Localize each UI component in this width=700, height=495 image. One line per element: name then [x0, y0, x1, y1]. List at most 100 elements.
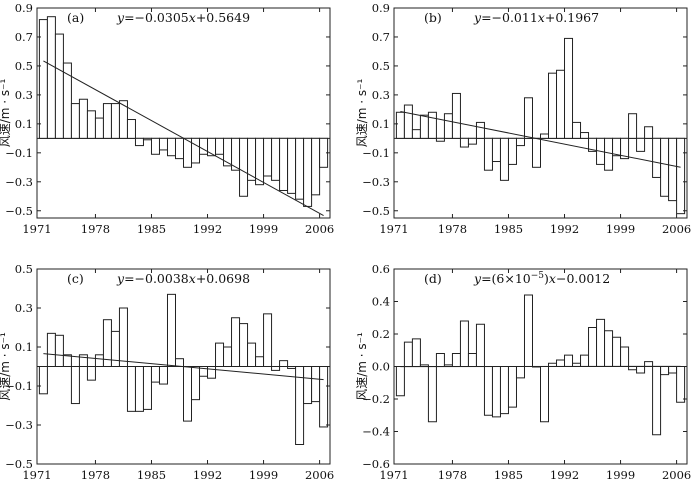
bar-2005 — [311, 366, 321, 403]
x-tick-label: 2006 — [305, 222, 334, 236]
trend-line — [400, 110, 681, 168]
bar-1986 — [515, 137, 525, 147]
y-tick-label: −0.5 — [362, 204, 390, 218]
trend-equation: y=(6×10−5)x−0.0012 — [473, 271, 610, 286]
y-tick-label: 0.2 — [372, 327, 390, 341]
bar-2002 — [644, 126, 654, 139]
bar-1983 — [134, 137, 144, 147]
y-tick-label: −0.3 — [362, 175, 390, 189]
x-tick-label: 1978 — [438, 222, 467, 236]
bar-1972 — [46, 332, 56, 368]
y-tick-label: −0.6 — [362, 457, 390, 471]
bar-1991 — [199, 137, 209, 155]
bar-2005 — [668, 366, 678, 374]
panel-tag: (a) — [67, 10, 84, 25]
bar-1987 — [523, 97, 533, 139]
bar-1972 — [46, 16, 56, 139]
x-tick-label: 1971 — [22, 468, 51, 482]
bar-1971 — [395, 366, 405, 397]
bar-1992 — [207, 366, 217, 379]
bar-2003 — [652, 366, 662, 436]
panel-tag: (d) — [424, 271, 442, 286]
bar-1974 — [419, 114, 429, 139]
bar-1982 — [483, 366, 493, 416]
bar-1984 — [142, 366, 152, 410]
bar-1977 — [443, 113, 453, 139]
x-tick-label: 1971 — [379, 468, 408, 482]
bar-1971 — [395, 111, 405, 139]
bar-1984 — [499, 366, 509, 415]
bar-2003 — [295, 137, 305, 200]
bar-1981 — [475, 121, 485, 139]
x-tick-label: 1978 — [81, 222, 110, 236]
y-tick-label: −0.1 — [362, 146, 390, 160]
y-tick-label: −0.2 — [362, 392, 390, 406]
x-tick-label: 1985 — [137, 222, 166, 236]
bar-1978 — [94, 354, 104, 367]
bar-1975 — [70, 366, 80, 405]
bar-1992 — [207, 137, 217, 157]
y-tick-label: 0.1 — [15, 340, 33, 354]
bar-1978 — [94, 117, 104, 139]
bar-1986 — [515, 366, 525, 379]
y-tick-label: 0.3 — [15, 301, 33, 315]
y-tick-label: −0.1 — [5, 379, 33, 393]
chart-panel-b: 0.9 0.7 0.5 0.3 0.1 −0.1 −0.3 −0.5 1971 1978 1985 1… — [355, 1, 691, 236]
bar-1985 — [150, 137, 160, 155]
bar-2006 — [676, 137, 686, 215]
y-tick-label: −0.3 — [5, 418, 33, 432]
bar-1987 — [523, 294, 533, 367]
plot-frame — [393, 7, 688, 219]
bar-1976 — [78, 354, 88, 367]
bar-1994 — [580, 354, 590, 367]
bar-1996 — [239, 323, 249, 368]
bar-1993 — [215, 137, 225, 155]
bar-1981 — [118, 307, 128, 367]
bar-1992 — [564, 354, 574, 367]
bar-1982 — [483, 137, 493, 171]
trend-line — [43, 60, 324, 216]
x-tick-label: 1992 — [550, 222, 579, 236]
bar-2005 — [668, 137, 678, 202]
x-tick-label: 1971 — [379, 222, 408, 236]
bar-1983 — [491, 366, 501, 418]
bar-2000 — [628, 113, 638, 139]
bar-1998 — [612, 137, 622, 157]
bar-1985 — [150, 366, 160, 383]
bar-1982 — [126, 119, 136, 139]
y-tick-label: 0.1 — [372, 117, 390, 131]
bar-1980 — [467, 353, 477, 367]
y-tick-label: −0.1 — [5, 146, 33, 160]
bar-1991 — [556, 69, 566, 139]
bar-1998 — [255, 356, 265, 367]
x-tick-label: 1971 — [22, 222, 51, 236]
x-tick-label: 1999 — [606, 468, 635, 482]
bar-2006 — [676, 366, 686, 403]
bar-1997 — [604, 330, 614, 367]
bar-1999 — [263, 313, 273, 368]
trend-equation: y=−0.011x+0.1967 — [473, 10, 599, 25]
bar-1976 — [435, 353, 445, 367]
x-tick-label: 2006 — [305, 468, 334, 482]
bar-1992 — [564, 37, 574, 139]
x-tick-label: 1985 — [494, 468, 523, 482]
bar-1976 — [435, 137, 445, 142]
bar-1997 — [247, 342, 257, 368]
bar-1986 — [158, 366, 168, 385]
bar-2000 — [628, 366, 638, 371]
bar-1994 — [223, 137, 233, 167]
bar-1977 — [86, 110, 96, 139]
x-tick-label: 1978 — [438, 468, 467, 482]
bar-1975 — [70, 103, 80, 139]
y-tick-label: 0.7 — [372, 30, 390, 44]
bar-1973 — [54, 334, 64, 367]
bar-1972 — [403, 341, 413, 367]
bar-1987 — [166, 293, 176, 368]
bar-1999 — [263, 137, 273, 177]
bar-1984 — [499, 137, 509, 181]
x-tick-label: 1999 — [606, 222, 635, 236]
bar-1996 — [239, 137, 249, 197]
